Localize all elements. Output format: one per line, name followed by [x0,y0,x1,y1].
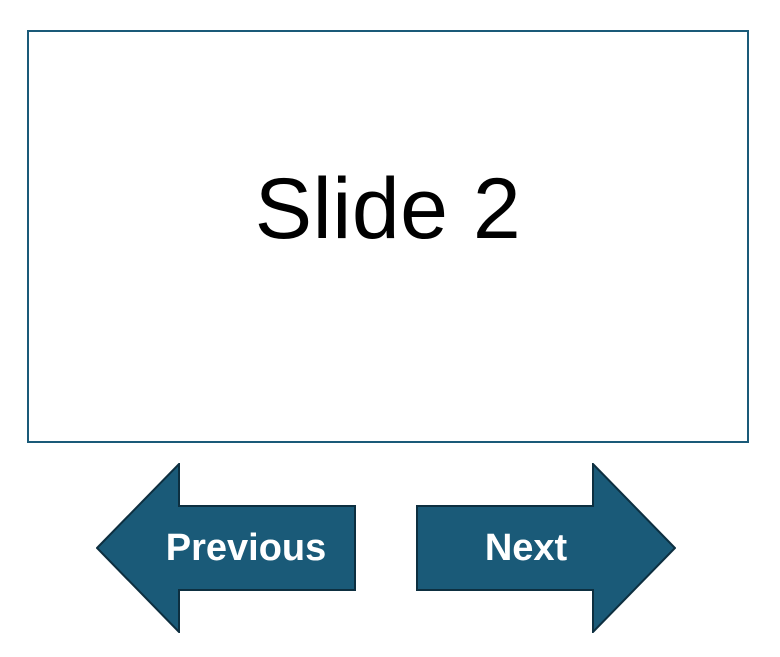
next-label: Next [484,527,568,569]
slide-title: Slide 2 [254,161,522,257]
arrow-right-icon [416,463,676,633]
arrow-left-icon [96,463,356,633]
next-button[interactable]: Next [416,463,676,633]
previous-label: Previous [165,527,327,569]
previous-button[interactable]: Previous [96,463,356,633]
slide-frame: Slide 2 [27,30,749,443]
